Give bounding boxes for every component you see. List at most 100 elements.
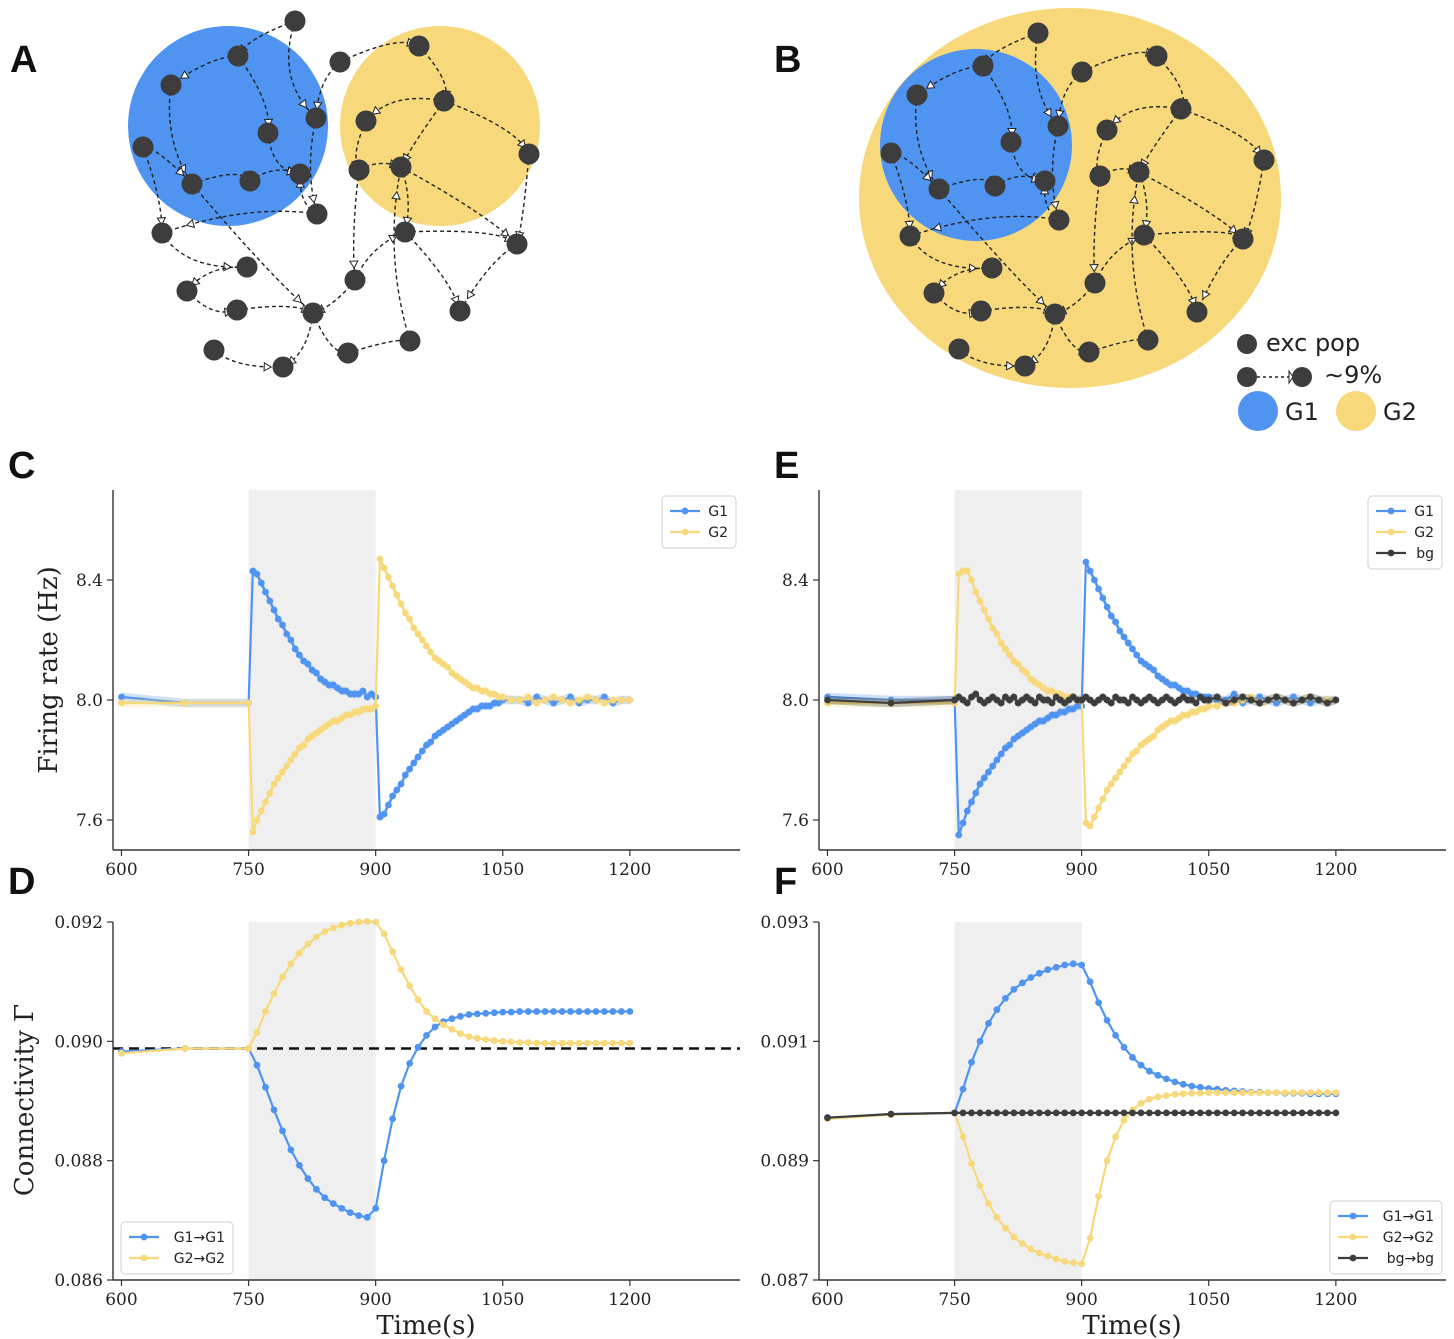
data-point-G2: [1213, 702, 1221, 710]
x-tick-label: 900: [1065, 1290, 1097, 1310]
synapse-terminal-icon: [402, 216, 413, 226]
data-point-G2→G2: [1298, 1089, 1306, 1096]
data-point-G2→G2: [1095, 1193, 1102, 1200]
data-point-G2→G2: [618, 1039, 625, 1047]
x-axis-label: Time(s): [376, 1311, 475, 1339]
data-point-G1: [955, 831, 963, 839]
data-point-G2: [567, 699, 574, 707]
series-line-G2→G2: [827, 1091, 1336, 1266]
data-point-bg→bg: [1061, 1109, 1069, 1117]
data-point-G2→G2: [507, 1038, 515, 1046]
synapse-connection: [1034, 32, 1059, 127]
data-point-G2→G2: [1179, 1090, 1187, 1098]
synapse-connection: [186, 266, 248, 292]
neuron-node: [970, 300, 992, 322]
data-point-bg: [1124, 699, 1132, 707]
data-point-G2→G2: [1273, 1089, 1280, 1096]
y-tick-label: 0.089: [760, 1152, 809, 1172]
neuron-node: [1014, 355, 1036, 377]
data-point-G1: [359, 687, 367, 695]
data-point-G2→G2: [541, 1039, 549, 1047]
data-point-bg→bg: [1019, 1109, 1026, 1117]
data-point-G2→G2: [524, 1039, 532, 1046]
data-point-G2→G2: [118, 1049, 125, 1057]
data-point-G2: [1002, 645, 1009, 653]
data-point-G2→G2: [1078, 1260, 1086, 1268]
data-point-G2: [993, 630, 1001, 638]
legend-connection-label: ∼9%: [1324, 361, 1382, 389]
data-point-G2: [1150, 732, 1158, 740]
legend-entry-label: bg: [1416, 546, 1434, 562]
synapse-terminal-icon: [1227, 224, 1238, 234]
data-point-bg→bg: [1129, 1109, 1136, 1117]
group1-circle: [128, 26, 328, 226]
legend-swatch-marker: [681, 528, 689, 536]
data-point-G1→G1: [270, 1106, 278, 1114]
neuron-node: [344, 269, 366, 291]
data-point-G2→G2: [1086, 1234, 1094, 1242]
synapse-connection: [404, 230, 518, 245]
synapse-terminal-icon: [925, 80, 936, 89]
data-point-G1: [1116, 627, 1124, 635]
legend-connection-node-a: [1237, 367, 1257, 387]
data-point-G1: [601, 693, 608, 701]
data-point-G1: [401, 771, 409, 779]
data-point-G2: [410, 624, 418, 632]
legend-group2-marker: [1336, 391, 1376, 431]
neuron-node: [1034, 170, 1056, 192]
neuron-node: [1253, 149, 1275, 171]
data-point-G2: [1116, 768, 1124, 776]
data-point-G2: [287, 756, 295, 764]
legend-entry-label: G1→G1: [1383, 1209, 1434, 1225]
neuron-node: [981, 257, 1003, 279]
data-point-G1: [1086, 567, 1094, 575]
data-point-bg: [1230, 696, 1238, 704]
data-point-bg→bg: [1222, 1109, 1230, 1117]
data-point-G2: [618, 696, 625, 704]
y-tick-label: 8.0: [76, 691, 103, 711]
data-point-G2: [1103, 786, 1111, 794]
data-point-G2→G2: [414, 996, 422, 1003]
neuron-node: [272, 356, 294, 378]
synapse-terminal-icon: [1006, 360, 1015, 371]
synapse-terminal-icon: [1201, 289, 1211, 300]
neuron-node: [1128, 161, 1150, 183]
neuron-node: [1096, 119, 1118, 141]
data-point-G2→G2: [1163, 1092, 1170, 1099]
data-point-G2: [1120, 762, 1128, 770]
data-point-G2→G2: [304, 940, 312, 948]
data-point-G1→G1: [1044, 966, 1052, 974]
neuron-node: [1071, 61, 1093, 83]
synapse-terminal-icon: [1089, 263, 1099, 273]
data-point-G2→G2: [181, 1045, 189, 1052]
neuron-node: [449, 300, 471, 322]
data-point-G1→G1: [584, 1008, 591, 1015]
data-point-G2: [414, 630, 422, 638]
panel-label-d: D: [8, 861, 35, 903]
data-point-G1: [968, 798, 975, 806]
data-point-G2: [376, 555, 384, 563]
data-point-G2→G2: [313, 933, 320, 941]
data-point-G2: [533, 699, 540, 707]
synapse-connection: [1054, 282, 1096, 315]
data-point-G2→G2: [968, 1160, 975, 1167]
data-point-G1→G1: [1163, 1075, 1170, 1083]
data-point-G2→G2: [482, 1036, 490, 1043]
data-point-G1: [550, 699, 557, 707]
synapse-connection: [404, 231, 461, 312]
synapse-terminal-icon: [263, 361, 273, 372]
data-point-G2→G2: [465, 1033, 473, 1040]
data-point-G2→G2: [397, 966, 405, 974]
data-point-G1: [1129, 645, 1136, 653]
data-point-G1→G1: [507, 1008, 515, 1016]
data-point-bg→bg: [1213, 1109, 1221, 1117]
data-point-bg: [887, 699, 895, 707]
synapse-connection: [288, 20, 317, 119]
y-tick-label: 7.6: [782, 811, 809, 831]
data-point-G1→G1: [389, 1115, 396, 1123]
neuron-node: [1000, 131, 1022, 153]
data-point-G1: [427, 738, 435, 746]
data-point-G1→G1: [1069, 960, 1077, 968]
data-point-G1: [997, 750, 1005, 758]
